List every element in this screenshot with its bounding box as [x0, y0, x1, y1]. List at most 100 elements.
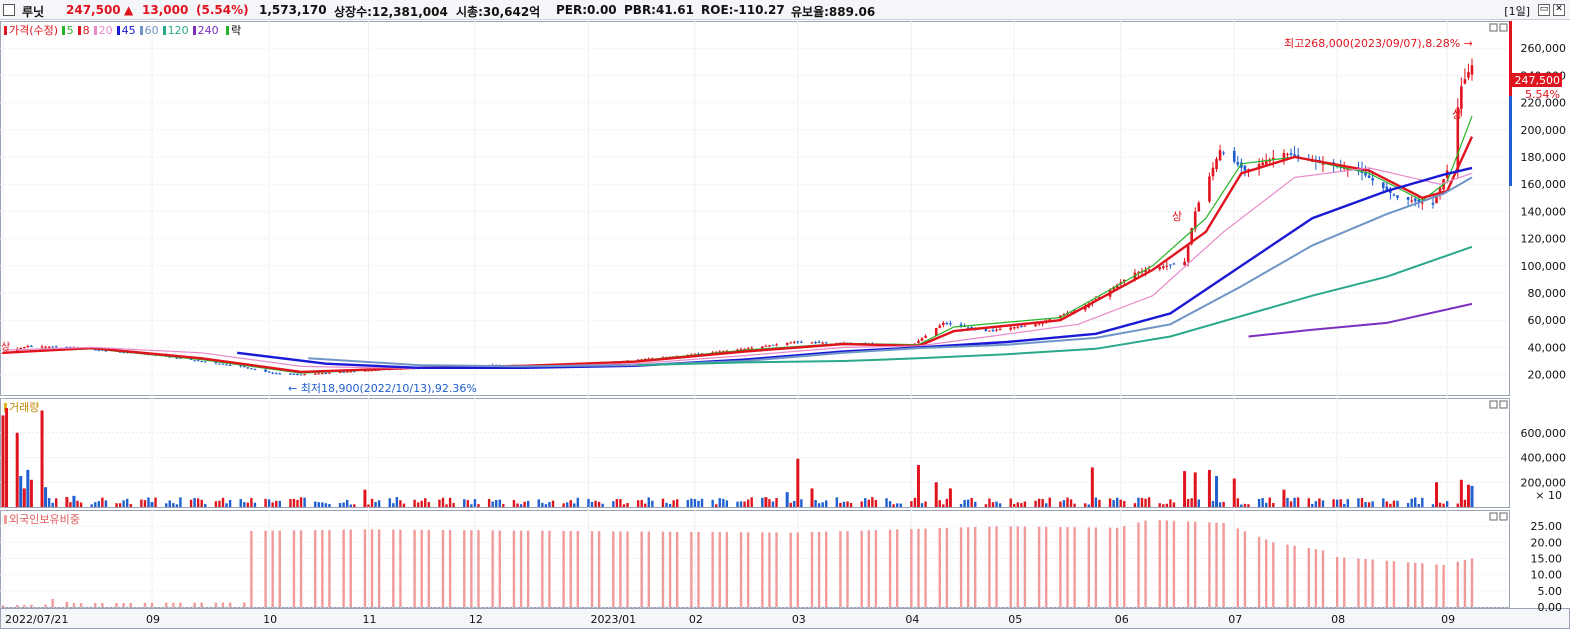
volume-bar-spike — [26, 469, 30, 507]
volume-bar — [715, 504, 718, 507]
foreign-ratio-bar — [945, 527, 949, 607]
volume-bar — [1162, 504, 1165, 507]
volume-bar — [1396, 500, 1399, 507]
volume-bar — [1197, 499, 1200, 507]
volume-bar — [945, 498, 949, 507]
candle-body — [242, 366, 246, 368]
candle-body — [299, 374, 303, 376]
foreign-ratio-bar — [718, 532, 721, 607]
candle-body — [998, 329, 1002, 331]
foreign-ratio-bar — [1144, 520, 1147, 607]
volume-bar — [104, 500, 108, 507]
x-tick-label: 09 — [1441, 613, 1455, 626]
foreign-ratio-bar — [328, 529, 331, 607]
volume-bar — [200, 499, 203, 507]
candle-body — [1438, 187, 1442, 195]
last-pct-label: 5.54% — [1525, 88, 1560, 101]
high-annotation: 최고268,000(2023/09/07),8.28% → — [1284, 37, 1473, 50]
volume-bar-spike — [1282, 489, 1286, 507]
candle-body — [221, 363, 225, 365]
foreign-ratio-bar — [477, 530, 480, 607]
volume-bar — [1268, 497, 1271, 507]
candle-body — [1211, 167, 1215, 177]
volume-bar-spike — [19, 476, 23, 507]
candle-body — [768, 345, 771, 347]
foreign-ratio-bar — [221, 602, 225, 607]
ma-legend-swatch — [139, 26, 143, 35]
candle-body — [15, 348, 19, 353]
volume-bar — [1335, 499, 1339, 507]
ma-legend-swatch — [162, 26, 166, 35]
foreign-ratio-bar — [65, 601, 69, 607]
foreign-ratio-bar — [974, 526, 977, 607]
volume-panel-min-icon — [1489, 400, 1498, 409]
volume-bar — [1367, 502, 1371, 507]
foreign-legend: 외국인보유비중 — [4, 511, 80, 527]
foreign-ratio-bar — [725, 532, 729, 607]
volume-bar — [910, 501, 913, 507]
candle-body — [739, 349, 743, 351]
candle-body — [1385, 186, 1389, 191]
candle-body — [338, 372, 342, 374]
x-tick-label: 09 — [146, 613, 160, 626]
volume-bar — [1144, 498, 1147, 507]
volume-bar — [1165, 503, 1169, 507]
foreign-ratio-bar — [299, 530, 303, 607]
foreign-ratio-bar — [541, 530, 544, 607]
foreign-ratio-bar — [1037, 526, 1041, 607]
candle-body — [1247, 168, 1250, 170]
select-checkbox[interactable] — [3, 4, 15, 16]
volume-bar — [867, 499, 870, 507]
volume-bar — [651, 500, 654, 507]
y-axis-labels: 20,000 40,000 60,000 80,000 100,000 120,000 14… — [1521, 42, 1567, 614]
foreign-ratio-bar — [30, 604, 33, 607]
volume-bar — [697, 500, 700, 507]
volume-bar — [594, 500, 597, 507]
restore-icon[interactable]: ▭ — [1538, 4, 1550, 16]
ma-line-45 — [237, 166, 1473, 369]
foreign-ratio-bar — [72, 603, 76, 607]
volume-bar — [1442, 503, 1445, 507]
volume-bar — [179, 497, 182, 507]
volume-bar — [700, 498, 704, 507]
candle-body — [313, 373, 317, 375]
volume-bar — [871, 497, 874, 507]
volume-bar — [576, 497, 580, 507]
candle-body — [1413, 198, 1417, 202]
candle-body — [796, 341, 800, 343]
candle-body — [1083, 306, 1087, 310]
foreign-ratio-bar — [122, 602, 125, 607]
candle-body — [296, 373, 299, 375]
candle-body — [988, 330, 991, 332]
volume-bar — [314, 501, 317, 507]
candle-body — [789, 342, 793, 344]
volume-bar — [1094, 497, 1098, 507]
volume-bar — [122, 500, 125, 507]
candle-body — [1296, 155, 1300, 157]
close-icon[interactable]: ✕ — [1553, 4, 1565, 16]
candle-body — [175, 357, 179, 359]
foreign-ratio-bar — [1045, 526, 1048, 607]
volume-bar — [1023, 501, 1027, 507]
candle-body — [1417, 199, 1421, 202]
volume-bar — [775, 497, 778, 507]
candle-body — [743, 348, 746, 350]
volume-unit-label: × 10 — [1535, 489, 1562, 502]
volume-bar — [1243, 503, 1247, 507]
candle-body — [1, 352, 5, 354]
volume-bar-spike — [1183, 471, 1187, 507]
volume-bar — [491, 501, 494, 507]
volume-bar-spike — [810, 488, 814, 507]
foreign-ratio-bar — [768, 532, 771, 607]
foreign-ratio-bar — [363, 529, 367, 607]
foreign-ratio-bar — [1222, 522, 1225, 607]
foreign-ratio-bar — [917, 528, 920, 607]
volume-bar — [342, 502, 345, 507]
timeframe-selector[interactable]: [1일] — [1504, 5, 1530, 18]
foreign-ratio-bar — [264, 530, 267, 607]
ma-legend-label: 120 — [167, 24, 189, 37]
volume-bar-spike — [72, 495, 76, 507]
foreign-ratio-bar — [995, 526, 998, 607]
volume-bar — [523, 501, 526, 507]
